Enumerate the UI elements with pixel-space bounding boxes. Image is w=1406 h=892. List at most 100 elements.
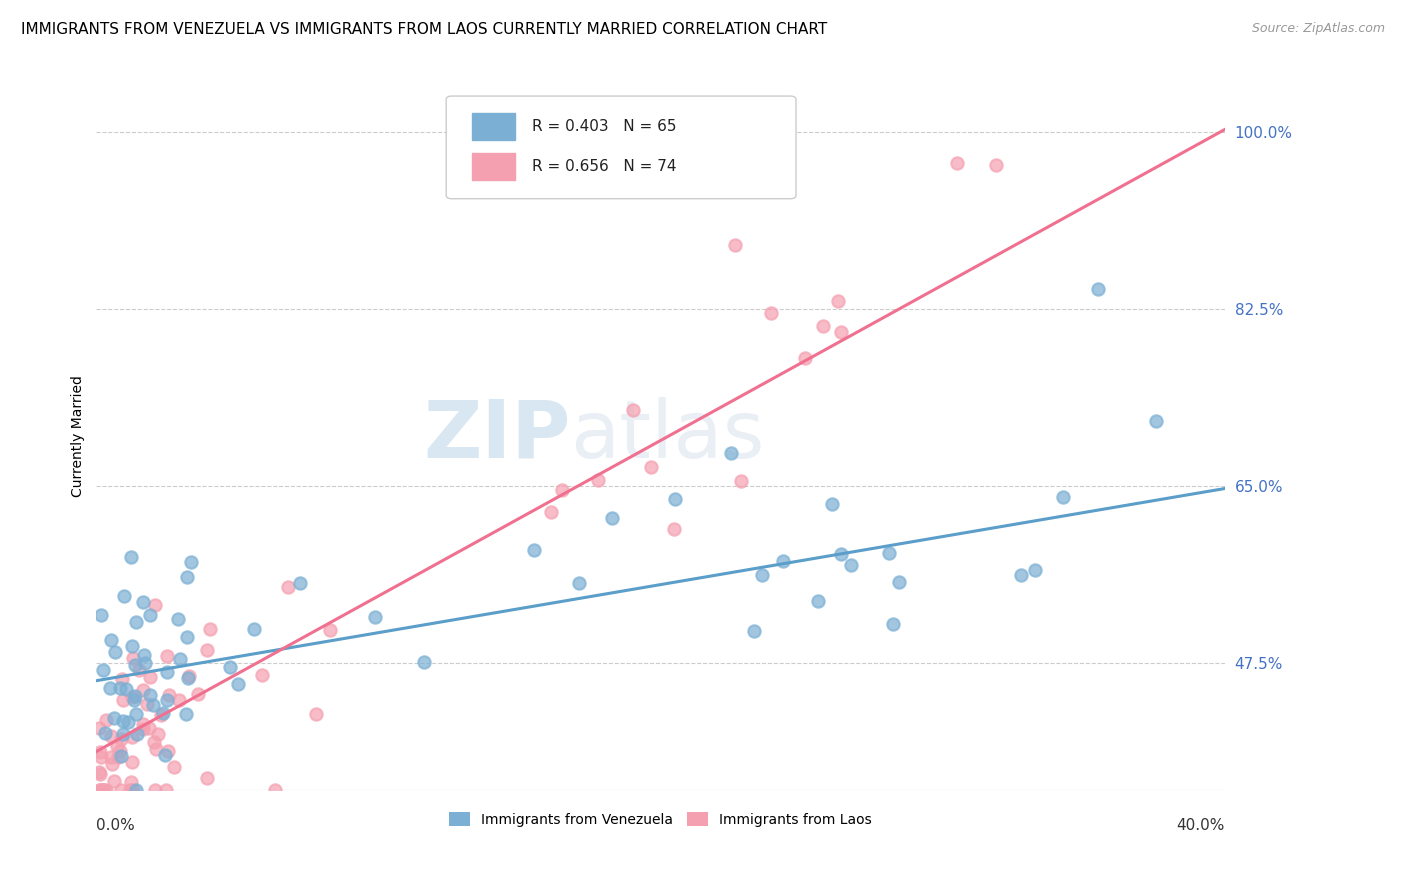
Point: [104, 645, 127, 659]
Point: [135, 697, 157, 711]
Point: [163, 760, 186, 774]
Point: [124, 615, 146, 629]
Point: [125, 727, 148, 741]
Point: [720, 446, 742, 460]
Point: [121, 755, 143, 769]
Point: [117, 714, 139, 729]
Point: [112, 727, 135, 741]
Point: [131, 595, 153, 609]
Point: [121, 730, 143, 744]
Point: [146, 727, 169, 741]
Point: [174, 706, 197, 721]
Point: [882, 616, 904, 631]
Point: [122, 651, 145, 665]
Point: [89, 722, 111, 736]
Point: [100, 632, 122, 647]
Point: [830, 547, 852, 561]
Point: [143, 598, 166, 612]
Point: [142, 698, 165, 712]
Point: [156, 649, 179, 664]
Point: [156, 665, 179, 680]
Point: [108, 744, 131, 758]
Point: [364, 610, 387, 624]
Point: [89, 765, 111, 780]
Point: [640, 460, 662, 475]
Point: [1024, 563, 1046, 577]
Point: [551, 483, 574, 497]
Point: [124, 689, 146, 703]
Point: [664, 491, 686, 506]
Text: ZIP: ZIP: [423, 397, 571, 475]
Point: [124, 658, 146, 673]
Point: [108, 681, 131, 695]
Point: [827, 294, 849, 309]
Point: [110, 782, 132, 797]
Point: [122, 783, 145, 797]
Point: [540, 505, 562, 519]
Point: [89, 767, 111, 781]
Point: [103, 711, 125, 725]
Point: [169, 652, 191, 666]
Point: [91, 663, 114, 677]
Point: [112, 693, 135, 707]
Point: [94, 726, 117, 740]
Point: [813, 318, 835, 333]
Point: [250, 668, 273, 682]
Point: [152, 706, 174, 720]
Text: atlas: atlas: [571, 397, 765, 475]
Point: [105, 739, 128, 753]
Point: [176, 570, 198, 584]
Point: [134, 656, 156, 670]
Point: [1144, 413, 1167, 427]
Point: [121, 690, 143, 704]
Point: [176, 630, 198, 644]
Point: [177, 668, 200, 682]
Point: [100, 750, 122, 764]
Point: [142, 735, 165, 749]
Point: [277, 580, 299, 594]
Point: [219, 659, 242, 673]
Point: [724, 238, 747, 252]
Point: [319, 623, 342, 637]
Point: [89, 745, 111, 759]
Point: [94, 714, 117, 728]
Text: R = 0.656   N = 74: R = 0.656 N = 74: [531, 160, 676, 174]
Point: [145, 742, 167, 756]
Text: R = 0.403   N = 65: R = 0.403 N = 65: [531, 119, 676, 134]
Point: [139, 608, 162, 623]
Point: [730, 474, 752, 488]
Point: [134, 648, 156, 663]
Point: [101, 757, 124, 772]
Point: [793, 351, 815, 365]
Point: [600, 511, 623, 525]
Point: [166, 611, 188, 625]
Point: [94, 783, 117, 797]
Point: [1087, 282, 1109, 296]
Point: [149, 707, 172, 722]
Point: [139, 688, 162, 702]
Point: [243, 623, 266, 637]
Point: [830, 325, 852, 339]
Text: IMMIGRANTS FROM VENEZUELA VS IMMIGRANTS FROM LAOS CURRENTLY MARRIED CORRELATION : IMMIGRANTS FROM VENEZUELA VS IMMIGRANTS …: [21, 22, 827, 37]
FancyBboxPatch shape: [446, 96, 796, 199]
Point: [107, 749, 129, 764]
Point: [263, 783, 285, 797]
Point: [110, 748, 132, 763]
Text: 0.0%: 0.0%: [97, 818, 135, 833]
Point: [128, 663, 150, 677]
Point: [288, 575, 311, 590]
Point: [121, 639, 143, 653]
Point: [155, 783, 177, 797]
Point: [1052, 491, 1074, 505]
Text: Source: ZipAtlas.com: Source: ZipAtlas.com: [1251, 22, 1385, 36]
Legend: Immigrants from Venezuela, Immigrants from Laos: Immigrants from Venezuela, Immigrants fr…: [444, 806, 877, 832]
Point: [93, 783, 115, 797]
Point: [90, 783, 112, 797]
Y-axis label: Currently Married: Currently Married: [72, 375, 86, 497]
Point: [821, 497, 844, 511]
Point: [125, 707, 148, 722]
FancyBboxPatch shape: [472, 113, 515, 140]
Point: [112, 589, 135, 603]
Point: [91, 783, 114, 797]
Point: [98, 681, 121, 696]
